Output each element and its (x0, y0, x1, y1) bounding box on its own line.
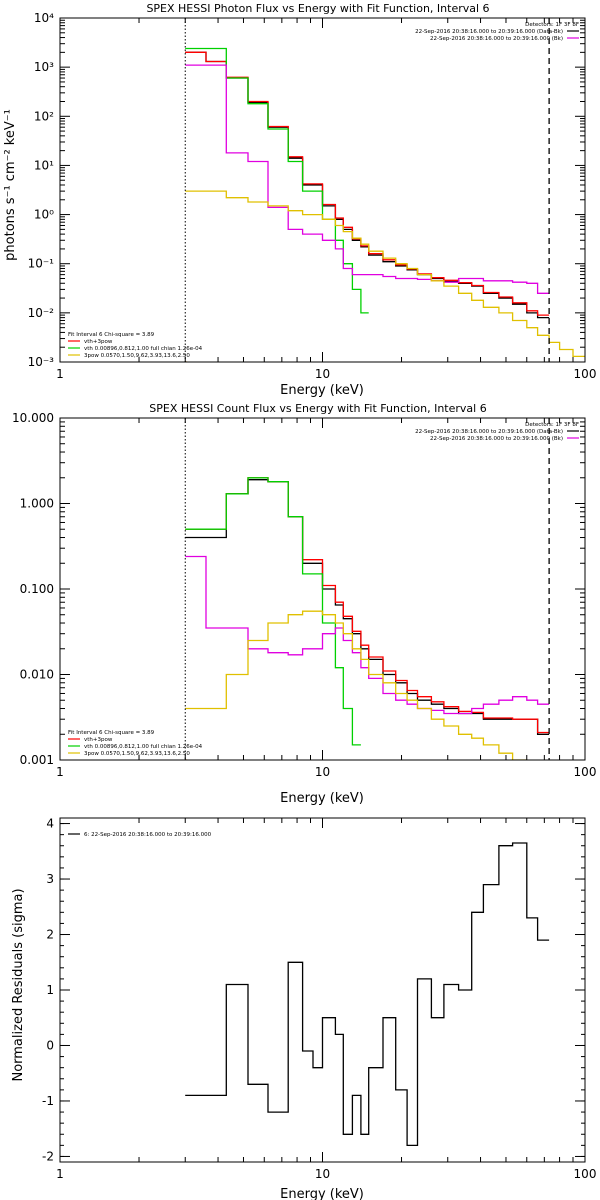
y-tick-label: 10.000 (12, 411, 54, 425)
legend-left-text: vth 0.00896,0.812,1.00 full chian 1.26e-… (84, 744, 203, 750)
count-flux-x-label: Energy (keV) (280, 791, 364, 806)
series-line-0 (185, 479, 550, 735)
residuals-x-label: Energy (keV) (280, 1187, 364, 1200)
legend-left-text: 3pow 0.0570,1.50,9.62,3.93,13.6,2.50 (84, 751, 190, 757)
series-line-0 (185, 51, 550, 319)
legend-left-text: vth+3pow (84, 339, 113, 345)
series-line-2 (185, 477, 361, 746)
series-line-4 (185, 610, 528, 760)
plot-frame (59, 817, 586, 1163)
photon-flux-title: SPEX HESSI Photon Flux vs Energy with Fi… (146, 2, 489, 15)
series-group (185, 477, 550, 760)
legend-left-text: 3pow 0.0570,1.50,9.62,3.93,13.6,2.50 (84, 353, 190, 359)
x-tick-label: 10 (315, 765, 330, 779)
photon-flux-panel: SPEX HESSI Photon Flux vs Energy with Fi… (3, 2, 596, 398)
y-tick-label: -2 (42, 1149, 54, 1163)
legend-left-text: vth 0.00896,0.812,1.00 full chian 1.26e-… (84, 346, 203, 352)
y-tick-label: 0.010 (20, 668, 54, 682)
y-tick-label: 4 (46, 817, 54, 831)
y-tick-label: 1.000 (20, 497, 54, 511)
x-tick-label: 10 (315, 367, 330, 381)
legend-right-text: 22-Sep-2016 20:38:16.000 to 20:39:16.000… (415, 429, 563, 435)
legend-right-text: 22-Sep-2016 20:38:16.000 to 20:39:16.000… (430, 36, 563, 42)
y-tick-label: 10⁻² (28, 306, 55, 320)
legend-right-text: 22-Sep-2016 20:38:16.000 to 20:39:16.000… (430, 436, 563, 442)
photon-flux-x-label: Energy (keV) (280, 383, 364, 398)
residuals-panel: Energy (keV) Normalized Residuals (sigma… (11, 817, 596, 1200)
legend-right-text: Detectors: 1F 3F 8F (525, 422, 579, 428)
x-tick-label: 1 (56, 367, 64, 381)
y-tick-label: 10⁻¹ (28, 257, 55, 271)
x-tick-label: 100 (574, 367, 597, 381)
legend-left-text: Fit Interval 6 Chi-square = 3.89 (68, 730, 155, 736)
series-line-3 (185, 555, 550, 715)
y-tick-label: 0.100 (20, 582, 54, 596)
legend-left-text: Fit Interval 6 Chi-square = 3.89 (68, 332, 155, 338)
x-tick-label: 1 (56, 1167, 64, 1181)
series-line-0 (185, 842, 550, 1147)
x-tick-label: 1 (56, 765, 64, 779)
legend-right-text: Detectors: 1F 3F 8F (525, 22, 579, 28)
y-tick-label: 10¹ (34, 158, 54, 172)
count-flux-title: SPEX HESSI Count Flux vs Energy with Fit… (149, 402, 486, 415)
y-tick-label: 10⁰ (34, 208, 54, 222)
series-group (185, 47, 585, 362)
y-tick-label: 3 (46, 872, 54, 886)
y-tick-label: 1 (46, 983, 54, 997)
y-tick-label: -1 (42, 1094, 54, 1108)
series-line-2 (185, 47, 369, 314)
x-tick-label: 100 (574, 1167, 597, 1181)
y-tick-label: 10⁴ (34, 11, 54, 25)
y-tick-label: 10² (34, 109, 54, 123)
series-line-1 (185, 477, 550, 734)
x-tick-label: 100 (574, 765, 597, 779)
x-tick-label: 10 (315, 1167, 330, 1181)
series-group (185, 842, 550, 1147)
y-tick-label: 0.001 (20, 753, 54, 767)
legend-left-text: vth+3pow (84, 737, 113, 743)
y-tick-label: 2 (46, 928, 54, 942)
photon-flux-y-label: photons s⁻¹ cm⁻² keV⁻¹ (3, 109, 18, 261)
legend-right-text: 22-Sep-2016 20:38:16.000 to 20:39:16.000… (415, 29, 563, 35)
y-tick-label: 0 (46, 1038, 54, 1052)
residuals-y-label: Normalized Residuals (sigma) (11, 888, 26, 1081)
series-line-1 (185, 51, 550, 316)
count-flux-panel: SPEX HESSI Count Flux vs Energy with Fit… (12, 402, 596, 806)
y-tick-label: 10³ (34, 60, 54, 74)
series-line-3 (185, 64, 550, 294)
y-tick-label: 10⁻³ (28, 355, 55, 369)
legend-left-text: 6: 22-Sep-2016 20:38:16.000 to 20:39:16.… (84, 832, 212, 838)
series-line-4 (185, 190, 585, 358)
